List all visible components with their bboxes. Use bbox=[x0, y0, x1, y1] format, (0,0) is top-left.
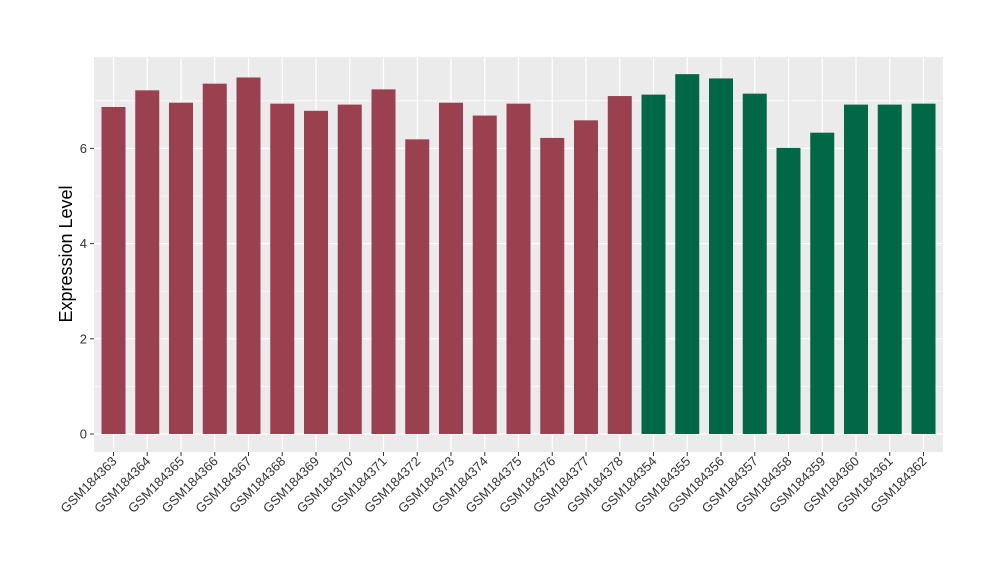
bar bbox=[810, 132, 835, 434]
bar bbox=[709, 78, 733, 434]
bar bbox=[877, 104, 902, 434]
bar bbox=[607, 96, 632, 434]
bar bbox=[742, 93, 767, 434]
bar bbox=[371, 89, 396, 434]
bar bbox=[506, 103, 531, 434]
bars bbox=[101, 74, 936, 435]
bar bbox=[776, 147, 801, 434]
bar bbox=[540, 137, 565, 435]
bar bbox=[101, 106, 126, 434]
y-axis-title: Expression Level bbox=[56, 185, 76, 322]
bar bbox=[472, 115, 497, 434]
bar bbox=[135, 90, 160, 434]
bar bbox=[337, 104, 362, 434]
bar bbox=[675, 74, 700, 435]
bar bbox=[574, 120, 598, 434]
bar bbox=[641, 94, 666, 434]
bar bbox=[844, 104, 868, 434]
bar bbox=[270, 103, 295, 434]
bar bbox=[169, 102, 193, 434]
y-tick-label: 6 bbox=[80, 141, 87, 156]
bar bbox=[439, 102, 463, 434]
y-tick-label: 4 bbox=[80, 236, 87, 251]
x-axis-ticks: GSM184363GSM184364GSM184365GSM184366GSM1… bbox=[57, 452, 930, 516]
bar bbox=[236, 77, 261, 434]
bar bbox=[911, 103, 936, 434]
bar bbox=[304, 110, 328, 435]
y-axis-ticks: 0 2 4 6 bbox=[80, 141, 94, 442]
bar bbox=[405, 139, 430, 434]
bar bbox=[202, 83, 227, 434]
y-tick-label: 0 bbox=[80, 427, 87, 442]
y-tick-label: 2 bbox=[80, 331, 87, 346]
